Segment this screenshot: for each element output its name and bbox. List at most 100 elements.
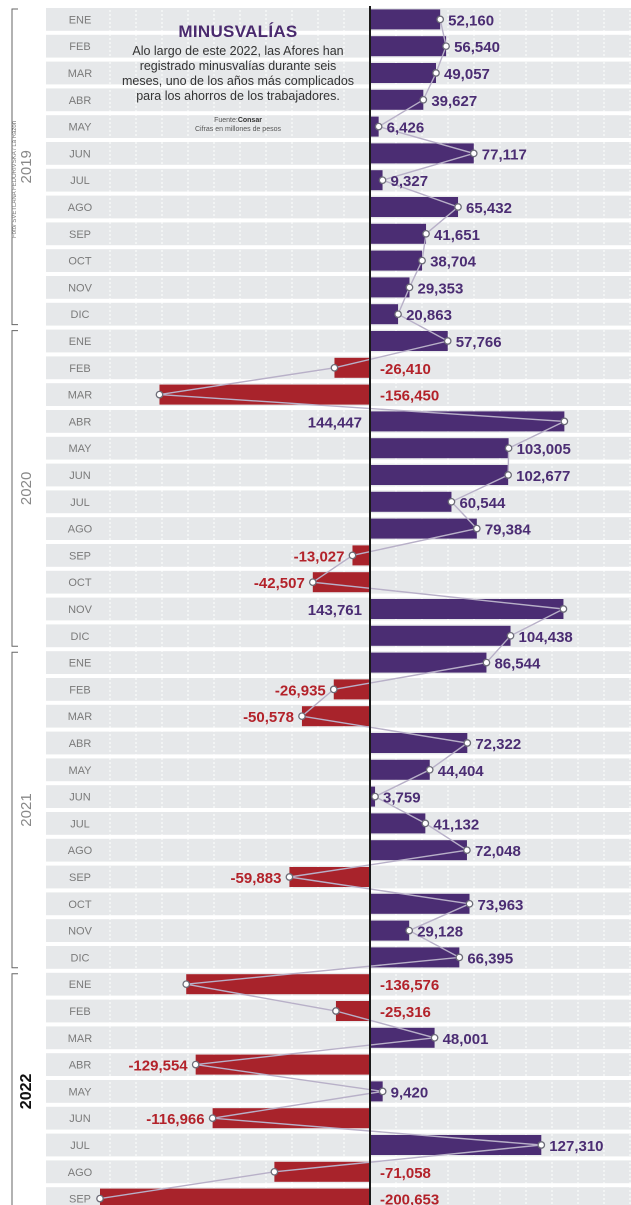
data-point [469, 149, 478, 158]
data-label: -136,576 [380, 977, 439, 994]
bar [370, 518, 477, 539]
year-bracket [11, 651, 18, 969]
data-point [482, 658, 491, 667]
chart-subtitle: Alo largo de este 2022, las Afores han r… [121, 44, 355, 103]
data-point [442, 42, 450, 51]
row-band [46, 302, 631, 326]
row-band [46, 919, 631, 942]
data-point [330, 363, 339, 372]
row-band [46, 88, 631, 112]
data-point [436, 15, 445, 24]
data-label: -13,027 [294, 548, 345, 565]
data-point [454, 203, 462, 211]
bar [370, 893, 470, 914]
bar [335, 1001, 370, 1021]
data-point [463, 739, 472, 747]
month-label: ENE [69, 658, 92, 670]
data-point [418, 256, 426, 265]
photo-credit: Foto/ SVETLANA FEDORIVSKA / La Razón [12, 120, 18, 238]
row-band [46, 276, 631, 299]
bar [370, 170, 383, 191]
bar [370, 1081, 383, 1102]
bar [370, 116, 379, 137]
data-label: 66,395 [467, 950, 513, 967]
bar [370, 89, 424, 110]
row-band [46, 731, 631, 755]
row-band [46, 142, 631, 165]
data-label: 104,438 [519, 629, 573, 646]
bar [301, 706, 370, 727]
row-band [46, 544, 631, 567]
data-label: 72,322 [475, 736, 521, 753]
data-label: 77,117 [482, 146, 527, 163]
bar [370, 465, 509, 485]
row-band [46, 8, 631, 31]
data-point [425, 765, 434, 774]
data-point [371, 792, 379, 801]
data-label: 39,627 [431, 93, 477, 110]
data-point [191, 1060, 200, 1069]
data-point [298, 712, 306, 721]
data-label: 57,766 [456, 334, 502, 351]
month-label: AGO [68, 845, 93, 857]
bar [334, 357, 370, 378]
bar [333, 679, 370, 700]
data-point [432, 69, 440, 77]
data-point [208, 1114, 217, 1123]
month-label: JUL [70, 497, 90, 509]
data-label: 9,327 [391, 173, 429, 190]
data-point [155, 390, 164, 399]
data-point [559, 605, 568, 613]
bar [370, 36, 447, 57]
month-label: MAR [68, 1033, 93, 1045]
data-label: -26,935 [275, 682, 326, 699]
row-band [46, 651, 631, 674]
year-bracket [11, 8, 18, 326]
month-label: JUN [69, 792, 90, 804]
data-point [465, 899, 474, 908]
data-point [329, 685, 338, 694]
month-label: FEB [69, 684, 90, 696]
bar [370, 840, 467, 861]
bar [370, 304, 399, 325]
row-band [46, 249, 631, 272]
row-band [46, 61, 631, 85]
bar [289, 867, 370, 887]
month-label: ABR [69, 95, 92, 107]
data-point [285, 873, 294, 881]
data-label: 103,005 [517, 441, 571, 458]
data-label: 6,426 [387, 120, 425, 137]
month-label: NOV [68, 282, 93, 294]
bar [186, 974, 370, 995]
data-label: 56,540 [454, 39, 500, 56]
data-label: 60,544 [459, 495, 506, 512]
bar [370, 143, 474, 164]
month-label: JUN [69, 148, 90, 160]
data-label: -200,653 [380, 1192, 439, 1205]
bar [370, 652, 487, 673]
data-label: 52,160 [448, 12, 494, 29]
data-point [472, 524, 481, 533]
bar [370, 920, 410, 941]
month-label: OCT [68, 899, 92, 911]
bar [212, 1108, 370, 1129]
data-point [182, 980, 191, 989]
row-band [46, 115, 631, 138]
bar [370, 733, 468, 753]
bar [370, 599, 564, 619]
bar [370, 277, 410, 298]
month-label: FEB [69, 41, 90, 53]
data-label: -116,966 [146, 1111, 204, 1128]
data-label: 65,432 [466, 200, 512, 217]
month-label: OCT [68, 256, 92, 268]
month-label: FEB [69, 363, 90, 375]
bar [370, 759, 430, 780]
bar [100, 1188, 370, 1205]
data-label: 44,404 [438, 763, 485, 780]
data-label: -129,554 [128, 1058, 188, 1075]
bar [370, 223, 427, 244]
year-label: 2022 [18, 1074, 35, 1110]
data-point [447, 497, 456, 506]
month-label: FEB [69, 1006, 90, 1018]
